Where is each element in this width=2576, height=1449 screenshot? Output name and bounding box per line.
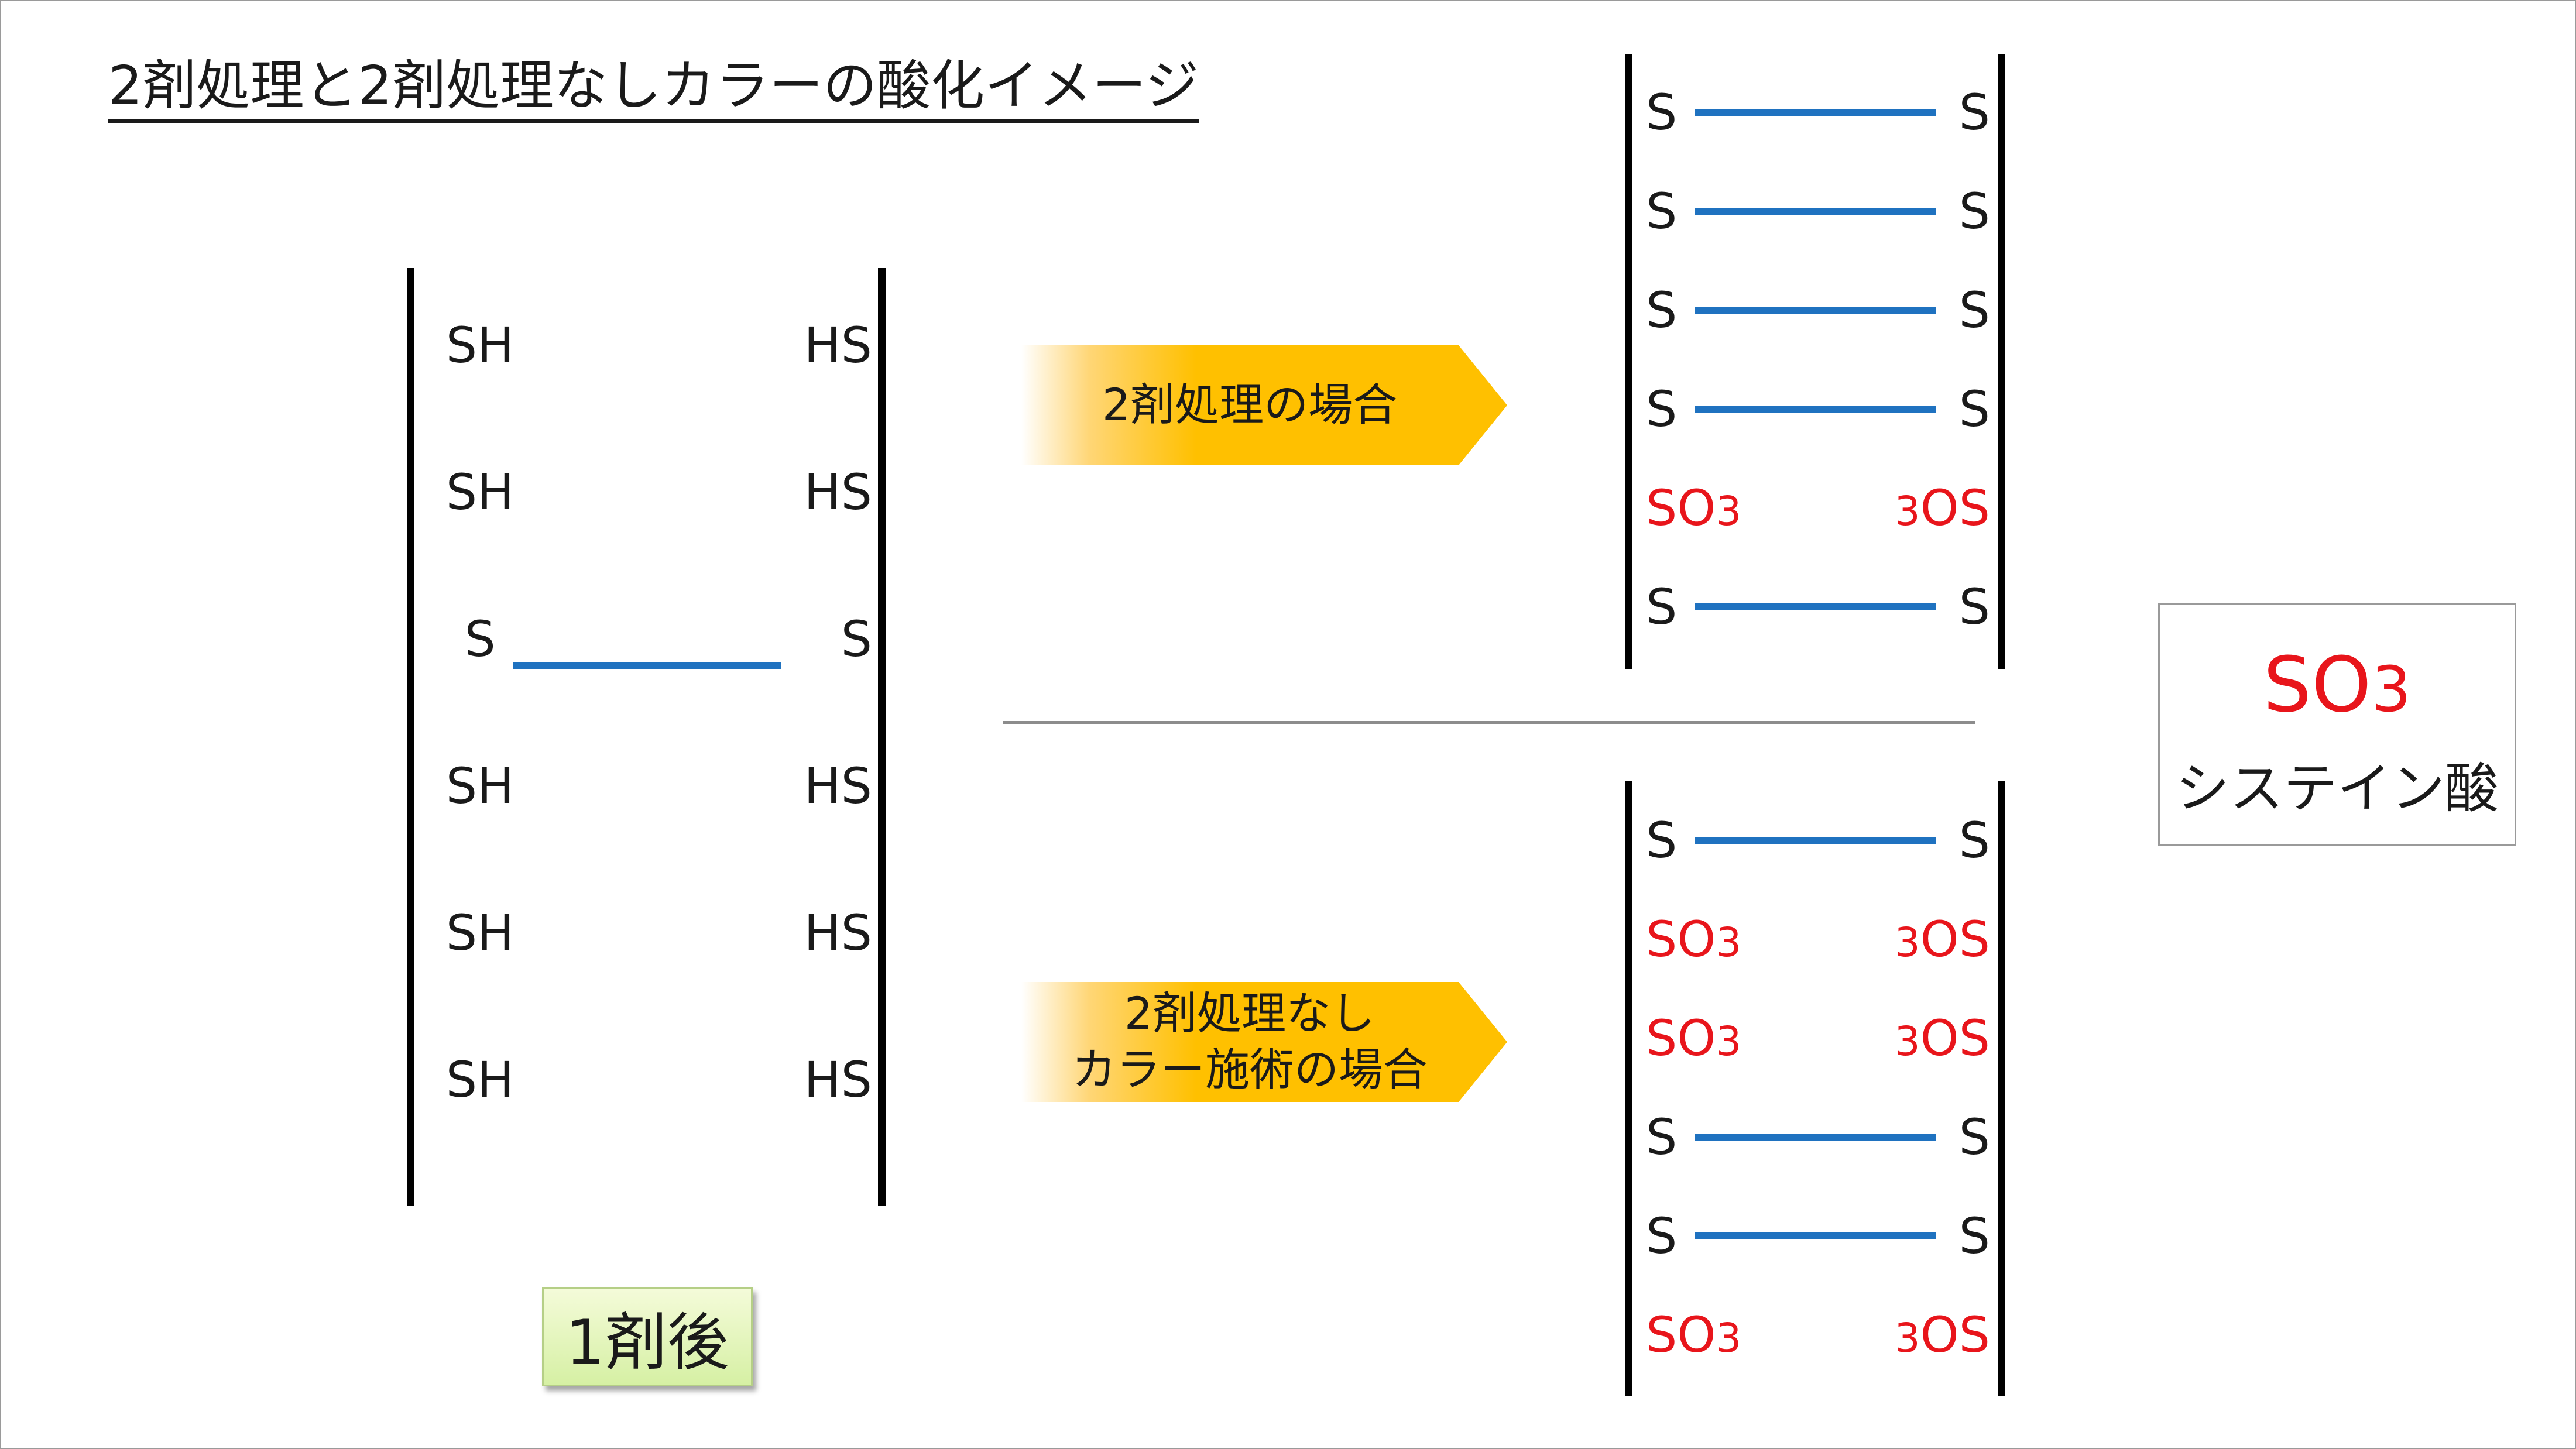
- left-rung-label-left: SH: [445, 463, 514, 521]
- bottom_ladder-oxidized-left: SO3: [1646, 1009, 1741, 1071]
- disulfide-bond: [1695, 109, 1936, 116]
- disulfide-bond: [1695, 837, 1936, 844]
- bottom_ladder-oxidized-right: 3OS: [1861, 1009, 1990, 1071]
- cysteic-acid-main: OS: [1920, 1306, 1990, 1364]
- top_ladder-label-right: S: [1958, 380, 1990, 438]
- cysteic-acid-main: OS: [1920, 1010, 1990, 1067]
- bottom_ladder-oxidized-left: SO3: [1646, 910, 1741, 972]
- legend-box: SO3 システイン酸: [2158, 603, 2516, 846]
- cysteic-acid-subscript: 3: [1894, 919, 1920, 966]
- cysteic-acid-subscript: 3: [1894, 488, 1920, 535]
- bottom-ladder-strand-right: [1998, 781, 2005, 1396]
- arrow-bottom-label-line1: 2剤処理なし: [1124, 987, 1376, 1039]
- top_ladder-label-right: S: [1958, 281, 1990, 339]
- disulfide-bond: [1695, 1134, 1936, 1141]
- cysteic-acid-subscript: 3: [1716, 1018, 1742, 1065]
- legend-formula-sub: 3: [2371, 654, 2412, 726]
- arrow-bottom-label-line2: カラー施術の場合: [1072, 1043, 1428, 1096]
- bottom_ladder-label-right: S: [1958, 1108, 1990, 1166]
- bottom_ladder-oxidized-right: 3OS: [1861, 1306, 1990, 1368]
- cysteic-acid-subscript: 3: [1894, 1018, 1920, 1065]
- top_ladder-label-left: S: [1646, 578, 1678, 636]
- after-agent1-badge: 1剤後: [542, 1287, 753, 1386]
- bottom_ladder-label-left: S: [1646, 1108, 1678, 1166]
- left-ladder-strand-left: [407, 268, 414, 1206]
- divider-line: [1003, 721, 1975, 724]
- cysteic-acid-subscript: 3: [1716, 919, 1742, 966]
- left-rung-label-left: SH: [445, 757, 514, 815]
- page-title: 2剤処理と2剤処理なしカラーの酸化イメージ: [108, 54, 1199, 123]
- top_ladder-label-right: S: [1958, 84, 1990, 141]
- arrow-bottom: [1021, 982, 1507, 1102]
- cysteic-acid-subscript: 3: [1716, 488, 1742, 535]
- disulfide-bond: [1695, 307, 1936, 314]
- left-rung-label-right: HS: [804, 463, 872, 521]
- disulfide-bond: [513, 662, 781, 669]
- cysteic-acid-main: SO: [1646, 911, 1716, 968]
- top_ladder-label-left: S: [1646, 380, 1678, 438]
- top-ladder-strand-right: [1998, 54, 2005, 669]
- arrow-top: [1021, 345, 1507, 465]
- arrow-bottom-label: 2剤処理なし カラー施術の場合: [1021, 986, 1478, 1098]
- disulfide-bond: [1695, 406, 1936, 413]
- legend-formula: SO3: [2160, 641, 2515, 734]
- cysteic-acid-subscript: 3: [1716, 1315, 1742, 1362]
- cysteic-acid-main: SO: [1646, 1010, 1716, 1067]
- left-rung-label-right: S: [841, 610, 872, 668]
- top_ladder-label-right: S: [1958, 183, 1990, 240]
- top_ladder-label-left: S: [1646, 183, 1678, 240]
- disulfide-bond: [1695, 1232, 1936, 1239]
- legend-name: システイン酸: [2175, 757, 2499, 820]
- disulfide-bond: [1695, 208, 1936, 215]
- top_ladder-label-left: S: [1646, 281, 1678, 339]
- cysteic-acid-main: OS: [1920, 911, 1990, 968]
- cysteic-acid-main: SO: [1646, 479, 1716, 537]
- bottom_ladder-oxidized-left: SO3: [1646, 1306, 1741, 1368]
- left-rung-label-left: SH: [445, 317, 514, 374]
- top-ladder-strand-left: [1625, 54, 1632, 669]
- bottom_ladder-label-right: S: [1958, 1207, 1990, 1265]
- left-rung-label-left: S: [464, 610, 496, 668]
- disulfide-bond: [1695, 603, 1936, 610]
- bottom_ladder-label-right: S: [1958, 812, 1990, 869]
- top_ladder-label-left: S: [1646, 84, 1678, 141]
- arrow-top-label: 2剤処理の場合: [1102, 379, 1398, 431]
- bottom_ladder-label-left: S: [1646, 812, 1678, 869]
- legend-formula-main: SO: [2263, 640, 2372, 729]
- cysteic-acid-main: OS: [1920, 479, 1990, 537]
- top_ladder-label-right: S: [1958, 578, 1990, 636]
- bottom_ladder-oxidized-right: 3OS: [1861, 910, 1990, 972]
- left-rung-label-right: HS: [804, 1051, 872, 1108]
- left-rung-label-right: HS: [804, 757, 872, 815]
- bottom-ladder-strand-left: [1625, 781, 1632, 1396]
- bottom_ladder-label-left: S: [1646, 1207, 1678, 1265]
- left-rung-label-left: SH: [445, 1051, 514, 1108]
- cysteic-acid-subscript: 3: [1894, 1315, 1920, 1362]
- top_ladder-oxidized-left: SO3: [1646, 479, 1741, 541]
- cysteic-acid-main: SO: [1646, 1306, 1716, 1364]
- left-ladder-strand-right: [878, 268, 886, 1206]
- left-rung-label-left: SH: [445, 904, 514, 962]
- left-rung-label-right: HS: [804, 317, 872, 374]
- left-rung-label-right: HS: [804, 904, 872, 962]
- top_ladder-oxidized-right: 3OS: [1861, 479, 1990, 541]
